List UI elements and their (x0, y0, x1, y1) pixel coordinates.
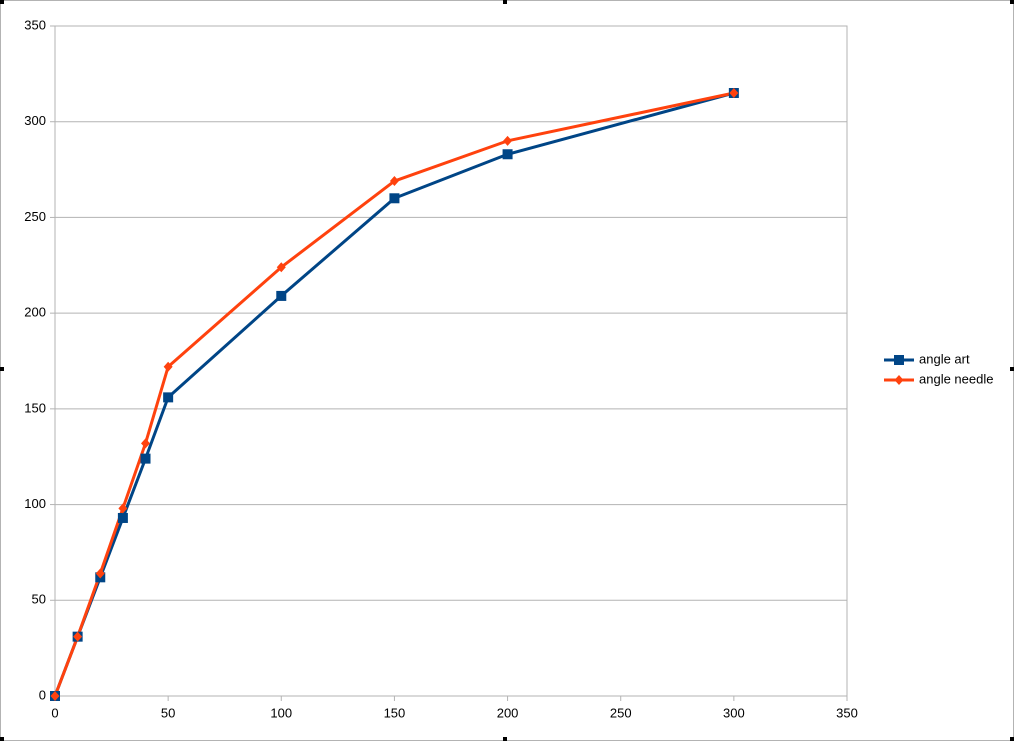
marker (276, 290, 287, 301)
marker (389, 193, 400, 204)
y-tick-label: 50 (32, 592, 46, 607)
marker (894, 355, 904, 365)
marker (117, 512, 128, 523)
marker (118, 503, 128, 514)
y-tick-label: 0 (39, 687, 46, 702)
marker (729, 88, 739, 98)
marker (73, 631, 83, 642)
marker (95, 568, 105, 579)
marker (50, 691, 60, 701)
series-line (53, 91, 735, 697)
marker (502, 149, 513, 160)
marker (503, 135, 513, 146)
y-tick-label: 300 (24, 113, 46, 128)
y-tick-label: 150 (24, 400, 46, 415)
marker (163, 392, 174, 403)
x-tick-label: 100 (270, 705, 292, 720)
x-tick-label: 200 (497, 705, 519, 720)
y-tick-label: 200 (24, 305, 46, 320)
x-tick-label: 350 (836, 705, 858, 720)
legend-label: angle needle (919, 371, 993, 386)
x-tick-label: 250 (610, 705, 632, 720)
x-tick-label: 300 (723, 705, 745, 720)
y-tick-label: 250 (24, 209, 46, 224)
marker (389, 176, 399, 187)
legend-label: angle art (919, 351, 970, 366)
x-tick-label: 150 (384, 705, 406, 720)
y-tick-label: 100 (24, 496, 46, 511)
marker (894, 375, 904, 385)
marker (276, 262, 286, 273)
x-tick-label: 0 (51, 705, 58, 720)
marker (163, 361, 173, 372)
y-tick-label: 350 (24, 17, 46, 32)
marker (140, 453, 151, 464)
marker (141, 438, 151, 449)
x-tick-label: 50 (161, 705, 175, 720)
